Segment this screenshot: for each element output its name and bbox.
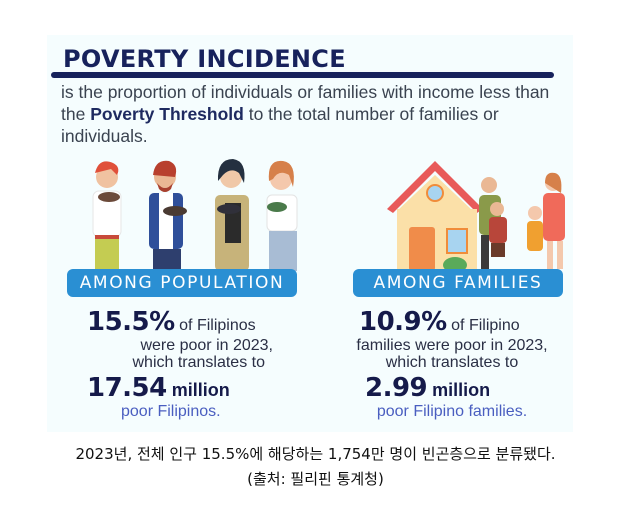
definition-text: is the proportion of individuals or fami…: [61, 81, 556, 147]
families-stat: 10.9% of Filipino families were poor in …: [347, 307, 557, 421]
families-line1: of Filipino: [446, 317, 520, 334]
house-icon: [387, 161, 483, 271]
among-families-badge: AMONG FAMILIES: [353, 269, 563, 297]
population-line3: which translates to: [132, 354, 265, 371]
definition-post: to the total number of families or indiv…: [61, 104, 499, 146]
families-line2: families were poor in 2023,: [356, 337, 548, 354]
family-with-house-illustration: [387, 161, 565, 271]
families-percent: 10.9%: [359, 307, 447, 337]
definition-pre: is the proportion of individuals or fami…: [61, 82, 550, 124]
title-underline: [51, 72, 554, 78]
person-2-icon: [149, 160, 187, 271]
families-count: 2.99: [365, 373, 428, 403]
families-footer: poor Filipino families.: [376, 403, 528, 420]
poverty-infographic: POVERTY INCIDENCE is the proportion of i…: [47, 35, 573, 432]
population-stat: 15.5% of Filipinos were poor in 2023, wh…: [87, 307, 277, 421]
caption-line-1: 2023년, 전체 인구 15.5%에 해당하는 1,754만 명이 빈곤층으로…: [75, 445, 556, 463]
population-line2: were poor in 2023,: [140, 337, 273, 354]
person-4-icon: [266, 160, 298, 271]
person-1-icon: [92, 161, 122, 271]
poverty-threshold-term: Poverty Threshold: [90, 104, 244, 124]
families-unit: million: [427, 380, 491, 400]
family-icon: [479, 172, 565, 269]
population-count: 17.54: [87, 373, 167, 403]
families-line3: which translates to: [385, 354, 519, 371]
population-line1: of Filipinos: [174, 317, 256, 334]
population-footer: poor Filipinos.: [121, 403, 221, 420]
infographic-title: POVERTY INCIDENCE: [63, 45, 346, 73]
population-unit: million: [166, 380, 230, 400]
person-3-icon: [215, 159, 249, 271]
population-percent: 15.5%: [87, 307, 175, 337]
four-people-eating-illustration: [92, 159, 298, 271]
among-population-badge: AMONG POPULATION: [67, 269, 297, 297]
caption-source: (출처: 필리핀 통계청): [247, 470, 384, 488]
